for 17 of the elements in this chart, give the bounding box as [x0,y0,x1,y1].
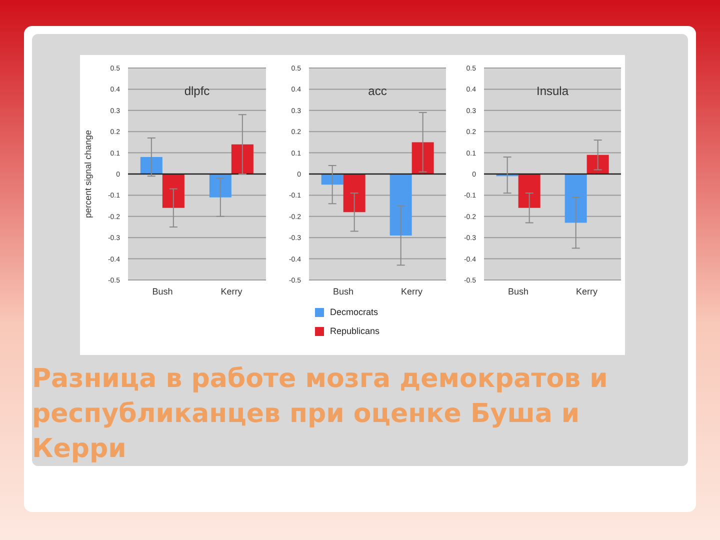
x-tick-label: Kerry [400,286,423,296]
text: acc [367,84,388,98]
bar [209,174,232,198]
text: Insula [535,84,570,98]
bar [231,144,254,174]
bar [162,174,184,208]
legend-label: Republicans [330,326,380,336]
x-tick-label: Bush [508,286,529,296]
text: dlpfc [183,84,211,98]
x-tick-label: Bush [332,286,354,296]
text: Разница в работе мозга демократов и республиканцев при оценке Буша и Керри [32,363,609,466]
legend-label: Decmocrats [330,307,378,317]
x-tick-label: Kerry [576,286,598,296]
x-tick-label: Bush [152,286,173,296]
x-tick-label: Kerry [220,286,243,296]
y-axis-title: percent signal change [83,130,94,218]
bar [140,157,162,174]
